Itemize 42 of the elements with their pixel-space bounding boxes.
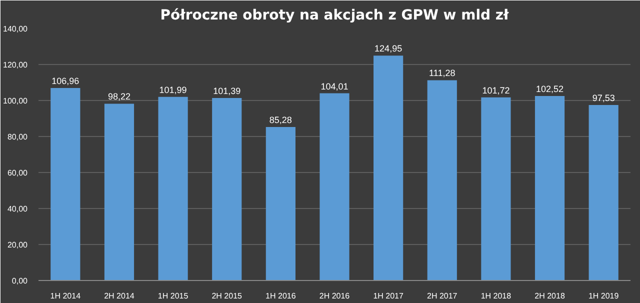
bar — [158, 96, 188, 280]
bar — [534, 96, 565, 280]
x-tick-label: 1H 2017 — [373, 292, 404, 300]
bar — [588, 104, 618, 280]
y-tick-label: 140,00 — [3, 24, 28, 34]
x-tick-label: 2H 2017 — [427, 292, 458, 300]
data-label: 98,22 — [108, 92, 130, 102]
x-tick-label: 2H 2014 — [104, 292, 135, 300]
bar — [427, 80, 457, 280]
x-tick-label: 1H 2014 — [50, 292, 82, 300]
bar — [212, 98, 242, 280]
bar — [50, 88, 80, 280]
y-tick-label: 80,00 — [7, 132, 28, 142]
y-tick-label: 20,00 — [7, 240, 28, 250]
y-tick-label: 0,00 — [12, 276, 28, 286]
data-label: 111,28 — [429, 68, 456, 78]
data-label: 102,52 — [536, 84, 564, 94]
x-tick-label: 2H 2015 — [212, 292, 243, 300]
bar — [104, 104, 134, 280]
y-tick-label: 60,00 — [7, 168, 28, 178]
data-label: 101,72 — [482, 85, 510, 96]
y-tick-label: 100,00 — [3, 96, 28, 106]
y-tick-label: 120,00 — [3, 60, 28, 70]
data-label: 101,39 — [213, 86, 241, 96]
bar — [320, 93, 350, 280]
x-tick-label: 2H 2018 — [534, 292, 566, 300]
x-tick-label: 1H 2015 — [158, 292, 189, 300]
bar — [374, 56, 404, 280]
data-label: 106,96 — [52, 76, 80, 86]
x-tick-label: 1H 2018 — [480, 292, 512, 300]
x-tick-label: 2H 2016 — [319, 292, 350, 300]
x-tick-label: 1H 2019 — [588, 292, 620, 300]
bar — [481, 97, 511, 280]
chart-title: Półroczne obroty na akcjach z GPW w mld zł — [160, 8, 510, 24]
data-label: 85,28 — [269, 114, 292, 125]
data-label: 101,99 — [159, 84, 187, 95]
bar — [266, 126, 296, 280]
x-tick-label: 1H 2016 — [266, 292, 296, 300]
y-tick-label: 40,00 — [7, 204, 28, 214]
data-label: 104,01 — [320, 81, 348, 92]
data-label: 97,53 — [592, 92, 615, 103]
data-label: 124,95 — [374, 44, 402, 54]
